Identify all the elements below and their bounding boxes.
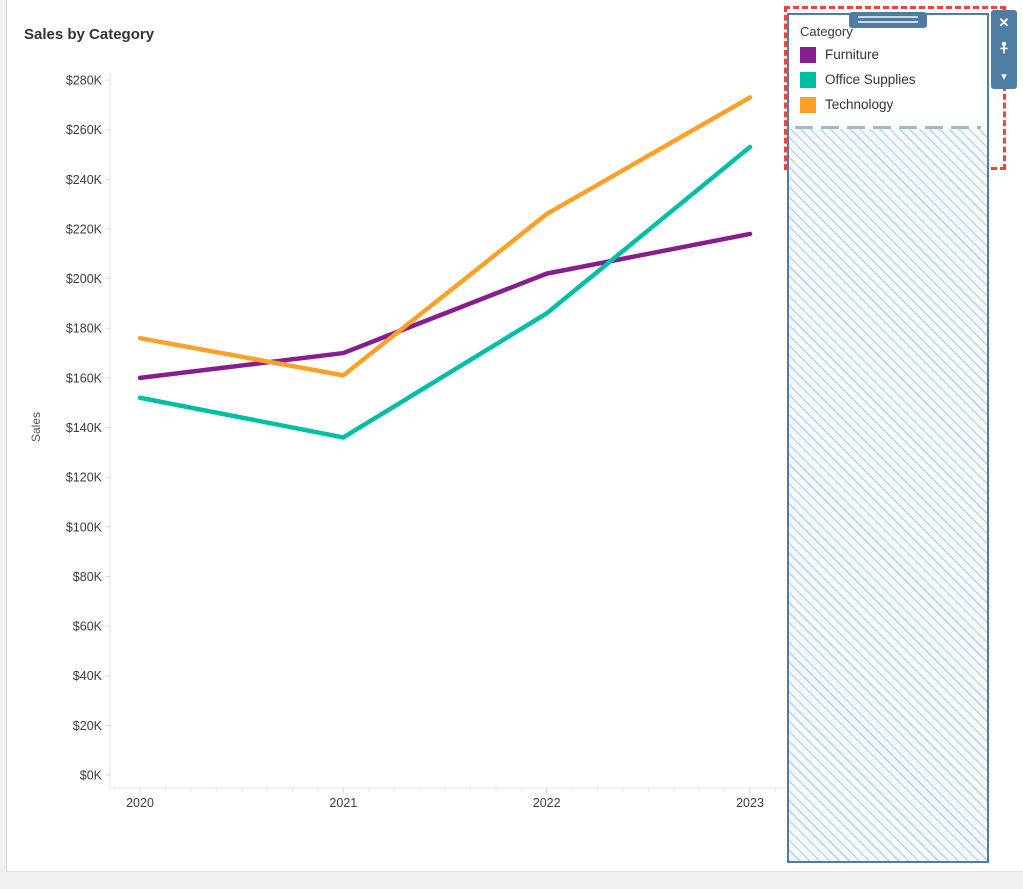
svg-text:$280K: $280K (66, 74, 103, 88)
svg-text:Sales: Sales (29, 412, 43, 442)
close-icon[interactable]: ✕ (998, 15, 1010, 30)
svg-text:2023: 2023 (736, 796, 764, 810)
svg-text:$260K: $260K (66, 123, 103, 137)
card-extent-hatched-area (789, 129, 987, 861)
legend-item[interactable]: Technology (800, 92, 987, 117)
svg-text:$240K: $240K (66, 173, 103, 187)
svg-text:$20K: $20K (73, 719, 103, 733)
legend-side-toolbar: ✕ ▾ (991, 10, 1017, 89)
svg-text:$120K: $120K (66, 471, 103, 485)
svg-text:$220K: $220K (66, 222, 103, 236)
category-legend-card[interactable]: Category Furniture Office Supplies Technol… (787, 12, 989, 863)
legend-title: Category (800, 24, 853, 39)
svg-text:2021: 2021 (329, 796, 357, 810)
svg-text:$200K: $200K (66, 272, 103, 286)
legend-swatch (800, 71, 816, 88)
legend-item[interactable]: Office Supplies (800, 67, 987, 92)
legend-swatch (800, 46, 816, 63)
grip-line (858, 15, 918, 18)
chart-title: Sales by Category (24, 26, 155, 43)
svg-text:$160K: $160K (66, 371, 103, 385)
drag-grip-handle[interactable] (849, 12, 927, 28)
svg-text:$40K: $40K (73, 669, 103, 683)
legend-item-label: Technology (825, 97, 894, 112)
grip-line (858, 21, 918, 23)
pin-icon[interactable] (997, 41, 1011, 60)
svg-text:$140K: $140K (66, 421, 103, 435)
svg-text:$100K: $100K (66, 520, 103, 534)
legend-item-label: Furniture (825, 47, 880, 62)
card-resize-separator[interactable] (795, 126, 981, 129)
svg-text:$80K: $80K (73, 570, 103, 584)
svg-text:$60K: $60K (73, 620, 103, 634)
legend-item[interactable]: Furniture (800, 42, 987, 67)
svg-text:2022: 2022 (533, 796, 561, 810)
svg-text:$0K: $0K (80, 769, 103, 783)
svg-text:2020: 2020 (126, 796, 154, 810)
legend-swatch (800, 96, 816, 113)
svg-text:$180K: $180K (66, 322, 103, 336)
caret-down-icon[interactable]: ▾ (1001, 71, 1007, 83)
legend-items: Furniture Office Supplies Technology (789, 42, 987, 117)
legend-item-label: Office Supplies (825, 72, 916, 87)
